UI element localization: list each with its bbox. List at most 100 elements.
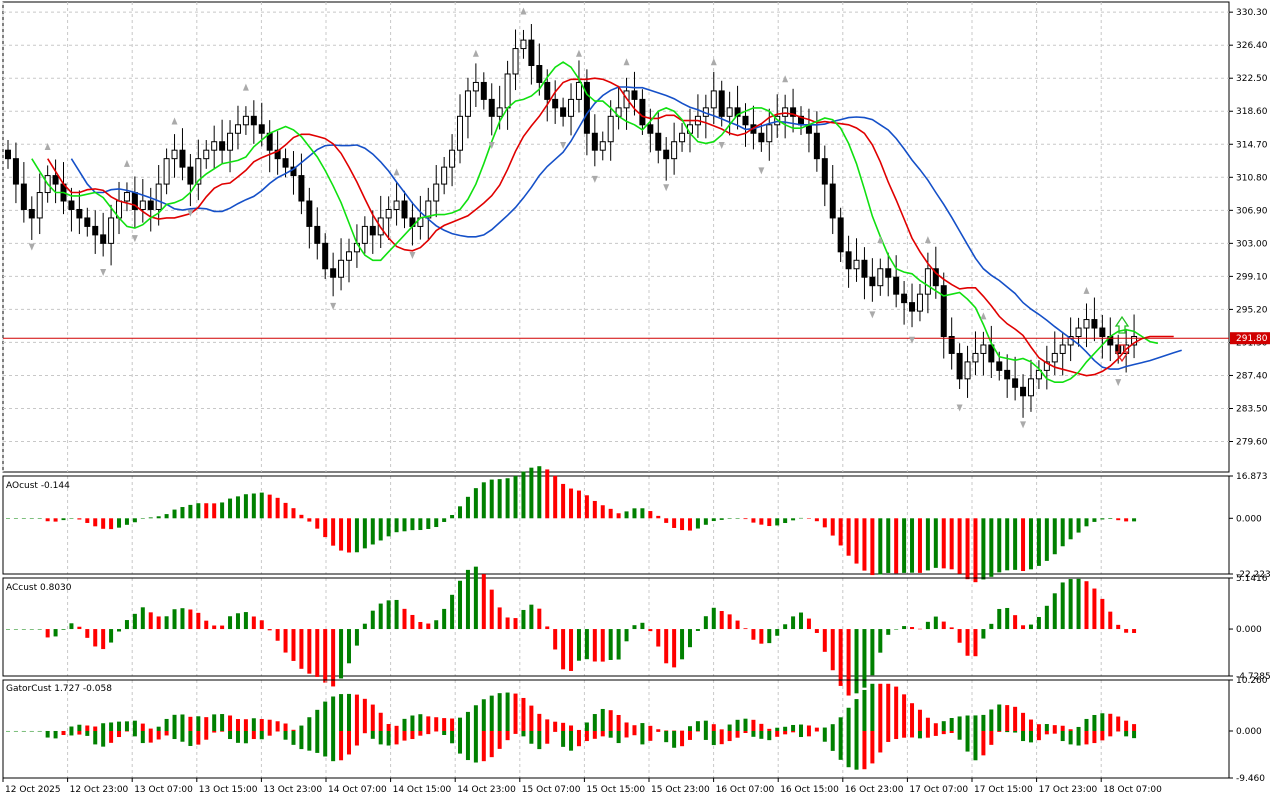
bear-candle [250,115,257,126]
ao-bar [806,518,811,519]
gator-upper-bar [664,730,669,731]
bear-candle [560,107,567,117]
gator-lower-bar [529,730,534,744]
ac-bar [228,616,233,630]
gator-upper-bar [513,693,518,731]
ac-bar [965,629,970,656]
ac-bar [331,629,336,687]
gator-lower-bar [299,730,304,750]
time-tick-label: 16 Oct 23:00 [845,785,904,795]
ao-bar [640,508,645,519]
gator-panel-label: GatorCust 1.727 -0.058 [6,684,112,694]
ac-bar [1084,581,1089,630]
gator-lower-bar [941,730,946,735]
gator-lower-bar [672,730,677,748]
gator-upper-bar [561,722,566,731]
gator-lower-bar [791,730,796,733]
ac-bar [1060,582,1065,630]
ac-panel[interactable]: 5.1416 0.000 -4.7285 [2,566,1271,696]
ac-bar [680,629,685,660]
price-panel[interactable]: 330.30 326.40 322.50 318.60 314.70 310.80 306.… [2,1,1270,473]
gator-panel[interactable]: 10.260 0.000 -9.460 [2,676,1268,784]
gator-lower-bar [830,730,835,751]
bull-candle [568,98,575,117]
ao-bar [481,482,486,519]
ao-tick-label: 0.000 [1236,514,1262,524]
gator-tick-label: -9.460 [1236,774,1265,784]
gator-upper-bar [553,721,558,731]
bull-candle [972,352,979,363]
bull-candle [766,124,773,143]
ac-bar [426,623,431,630]
bear-candle [322,242,329,270]
ao-bar [6,518,10,519]
gator-lower-bar [6,730,10,732]
gator-lower-bar [711,730,716,746]
gator-lower-bar [719,730,724,745]
gator-upper-bar [870,683,875,731]
time-tick-label: 18 Oct 07:00 [1103,785,1162,795]
fractal-down-icon [591,175,598,183]
ao-bar [497,479,502,519]
ac-bar [521,609,526,630]
bear-candle [948,336,955,354]
gator-lower-bar [212,730,217,733]
gator-upper-bar [1021,712,1026,731]
ac-bar [981,629,986,639]
gator-upper-bar [830,724,835,731]
ac-bar [275,629,280,641]
bear-candle [84,217,91,227]
gator-lower-bar [410,730,415,740]
gator-lower-bar [933,730,938,736]
gator-lower-bar [37,730,42,732]
bull-candle [171,149,178,160]
ao-bar [61,518,66,521]
bull-candle [155,183,162,210]
gator-lower-bar [521,730,526,737]
ao-bar [894,518,899,574]
bear-candle [488,98,495,117]
gator-lower-bar [600,730,605,737]
bear-candle [996,361,1003,371]
gator-upper-bar [727,724,732,731]
ac-bar [767,629,772,644]
ac-bar [140,607,145,630]
gator-lower-bar [640,730,645,745]
ao-bar [323,518,328,538]
gator-upper-bar [1005,705,1010,731]
bull-candle [108,217,115,244]
bear-candle [1115,344,1122,354]
bear-candle [1012,378,1019,388]
fractal-up-icon [520,7,527,15]
gator-upper-bar [1132,724,1137,731]
gator-upper-bar [775,727,780,731]
gator-lower-bar [426,730,431,735]
gator-lower-bar [902,730,907,738]
ao-bar [799,517,804,519]
ao-panel-label: AOcust -0.144 [6,481,70,491]
bear-candle [274,149,281,160]
bull-candle [163,158,170,185]
price-tick-label: 330.30 [1236,8,1268,18]
bear-candle [885,268,892,278]
bull-candle [441,166,448,185]
bull-candle [575,81,582,100]
gator-lower-bar [1116,730,1121,732]
gator-upper-bar [1068,729,1073,731]
ac-bar [505,617,510,630]
gator-upper-bar [251,718,256,731]
fractal-down-icon [663,184,670,192]
ac-bar [473,566,478,630]
ao-panel[interactable]: 16.873 0.000 -22.223 [2,466,1271,583]
bear-candle [718,90,725,117]
ao-bar [957,518,962,574]
ac-bar [346,629,351,664]
ao-bar [1108,518,1113,519]
gator-lower-bar [323,730,328,757]
gator-lower-bar [799,730,804,738]
ac-bar [418,621,423,630]
ao-bar [553,475,558,519]
gator-lower-bar [703,730,708,740]
ao-bar [513,475,518,519]
